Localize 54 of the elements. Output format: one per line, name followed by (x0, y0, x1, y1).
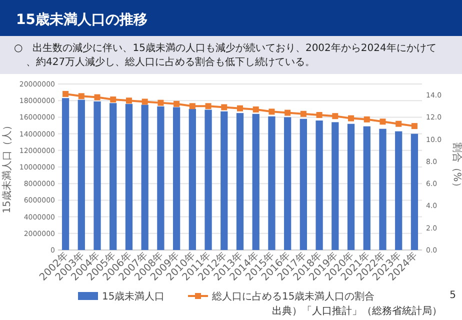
bar (410, 134, 418, 250)
point (174, 100, 180, 107)
bar (268, 116, 276, 250)
bar (62, 98, 70, 250)
point (62, 90, 69, 97)
bar (379, 128, 386, 250)
point (221, 104, 228, 110)
point (380, 118, 386, 125)
bar (316, 120, 323, 250)
point (411, 123, 418, 130)
bar (363, 126, 370, 250)
bar (284, 117, 292, 250)
bar (236, 113, 244, 250)
y-axis-title: 15歳未満人口（人） (1, 120, 13, 214)
point (316, 112, 322, 118)
bar (157, 106, 164, 250)
point (126, 98, 132, 104)
bar (172, 107, 180, 250)
point (94, 94, 100, 100)
point (205, 103, 212, 110)
point (300, 110, 306, 117)
chart-subtitle: ○ 出生数の減少に伴い、15歳未満の人口も減少が続いており、2002年から2024年にかけて、約427万人減少し、総人口に占める割合も低下し続けている。 (14, 42, 436, 68)
point (252, 106, 259, 112)
point (158, 100, 164, 106)
bar (110, 103, 117, 250)
legend-label: 総人口に占める15歳未満人口の割合 (211, 290, 375, 302)
point (189, 103, 196, 110)
source-note: 出典）「人口推計」（総務省統計局） (272, 305, 442, 317)
point (268, 108, 275, 115)
bar (332, 122, 339, 250)
bar (125, 104, 133, 250)
point (348, 115, 354, 122)
point (237, 105, 243, 112)
bar (220, 111, 228, 250)
bar (252, 114, 260, 250)
bar (300, 118, 308, 250)
point (332, 113, 338, 120)
chart-title: 15歳未満人口の推移 (16, 12, 148, 28)
text: 5 (450, 290, 456, 301)
point (110, 96, 116, 102)
point (396, 120, 402, 127)
bar (395, 131, 402, 250)
point (364, 116, 370, 122)
bar (94, 101, 101, 250)
bar (141, 104, 148, 250)
bar (78, 100, 85, 250)
bar (204, 110, 212, 250)
point (78, 93, 84, 100)
legend-label: 15歳未満人口 (102, 290, 165, 302)
point (142, 98, 148, 105)
bar (347, 124, 355, 250)
y2-axis-title: 割合（%） (451, 142, 462, 192)
bar (188, 108, 196, 250)
point (284, 110, 291, 116)
